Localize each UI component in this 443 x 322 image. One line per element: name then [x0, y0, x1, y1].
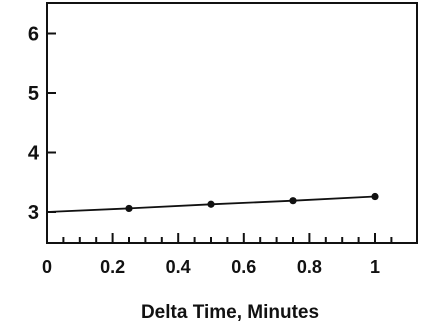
x-tick-label: 0.2: [100, 257, 125, 277]
y-tick-label: 5: [28, 83, 39, 105]
y-tick-label: 6: [28, 24, 39, 46]
y-tick-label: 3: [28, 202, 39, 224]
y-tick-labels: 3 4 5 6: [28, 24, 40, 225]
x-axis-title: Delta Time, Minutes: [141, 302, 319, 322]
data-point: [207, 200, 215, 208]
plot-frame: [46, 2, 418, 244]
y-tick-label: 4: [28, 143, 40, 165]
x-tick-label: 0.8: [297, 257, 322, 277]
x-tick-labels: 0 0.2 0.4 0.6 0.8 1: [42, 257, 380, 277]
x-tick-label: 1: [370, 257, 380, 277]
x-tick-label: 0.4: [166, 257, 191, 277]
data-point: [371, 192, 379, 201]
x-tick-label: 0.6: [231, 257, 256, 277]
series-layer: [46, 192, 379, 213]
x-minor-ticks: [62, 237, 393, 243]
x-major-ticks: [46, 233, 376, 243]
x-tick-label: 0: [42, 257, 52, 277]
data-point: [125, 204, 133, 213]
data-point: [289, 197, 297, 205]
